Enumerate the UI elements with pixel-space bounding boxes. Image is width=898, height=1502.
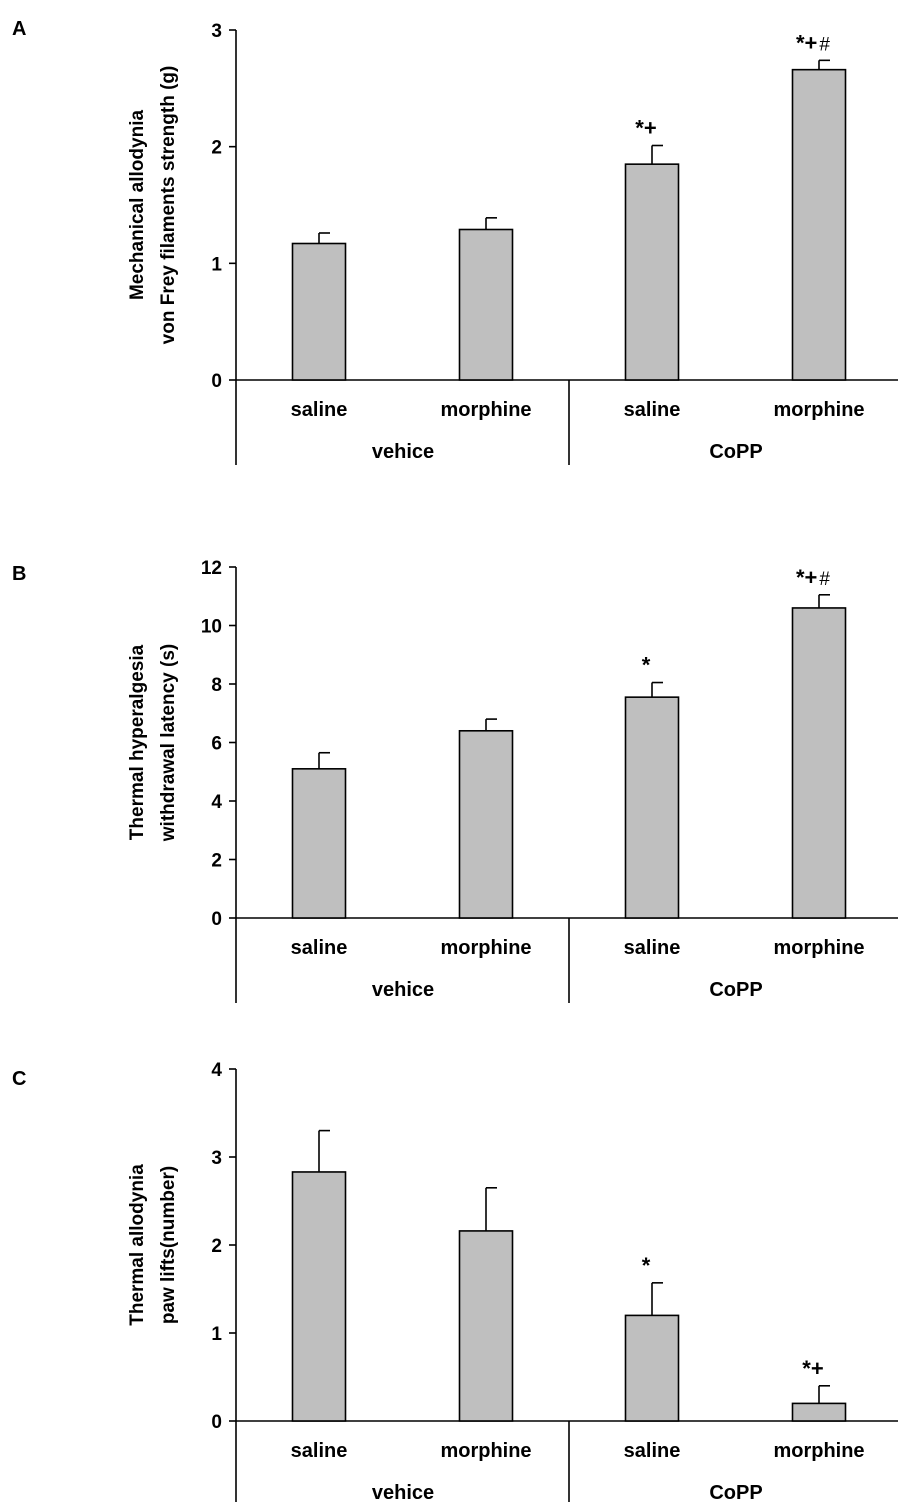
bar — [291, 1171, 347, 1422]
bar — [791, 1402, 847, 1422]
y-axis-label-line: Mechanical allodynia — [127, 110, 148, 300]
significance-stars: *+ — [796, 565, 817, 590]
x-category-label: saline — [624, 399, 681, 421]
panel-a: A 0 1 2 3 Mechanical allodynia von Frey filame… — [12, 18, 898, 465]
x-category-label: morphine — [773, 399, 864, 421]
y-axis-label-line: paw lifts(number) — [158, 1166, 179, 1324]
bar — [624, 696, 680, 919]
x-category-label: morphine — [773, 1440, 864, 1462]
significance-marker: *+ — [802, 1356, 823, 1381]
y-tick-label: 0 — [211, 909, 222, 930]
x-group-label: vehice — [372, 979, 434, 1001]
x-group-label: vehice — [372, 1482, 434, 1502]
bar — [624, 1314, 680, 1422]
x-category-label: saline — [291, 1440, 348, 1462]
y-axis-label-line: von Frey filaments strength (g) — [158, 66, 179, 345]
significance-hash: # — [819, 34, 830, 55]
y-tick-label: 3 — [211, 21, 222, 42]
y-axis-label: Mechanical allodynia von Frey filaments s… — [127, 66, 179, 345]
x-category-label: saline — [624, 937, 681, 959]
y-axis-label: Thermal allodynia paw lifts(number) — [127, 1164, 179, 1326]
y-tick-label: 0 — [211, 1412, 222, 1433]
x-category-label: saline — [291, 937, 348, 959]
y-tick-label: 1 — [211, 1324, 222, 1345]
panel-c: C 0 1 2 3 4 Thermal allodynia paw lifts(number)… — [12, 1060, 898, 1502]
y-tick-label: 2 — [211, 138, 222, 159]
significance-stars: *+ — [796, 30, 817, 55]
significance-hash: # — [819, 569, 830, 590]
bar — [458, 228, 514, 381]
bar — [291, 242, 347, 381]
y-tick-label: 4 — [211, 1060, 222, 1081]
significance-marker: * — [642, 653, 651, 678]
y-tick-label: 0 — [211, 371, 222, 392]
x-category-label: morphine — [440, 399, 531, 421]
y-tick-label: 12 — [201, 558, 222, 579]
bar — [791, 607, 847, 919]
y-tick-label: 3 — [211, 1148, 222, 1169]
y-axis-label-line: withdrawal latency (s) — [158, 644, 179, 842]
bar — [291, 768, 347, 919]
panel-b: B 0 2 4 6 8 10 12 Thermal hyperalgesia withdrawal… — [12, 558, 898, 1003]
y-tick-label: 10 — [201, 617, 222, 638]
x-group-label: CoPP — [709, 1482, 762, 1502]
x-category-label: morphine — [773, 937, 864, 959]
y-tick-label: 2 — [211, 1236, 222, 1257]
panel-label: C — [12, 1068, 26, 1090]
significance-marker: * — [642, 1253, 651, 1278]
y-tick-label: 2 — [211, 851, 222, 872]
significance-marker: *+ # — [796, 565, 830, 590]
y-axis-label-line: Thermal allodynia — [127, 1164, 148, 1326]
panel-label: B — [12, 563, 26, 585]
significance-stars: *+ — [802, 1356, 823, 1381]
x-group-label: CoPP — [709, 441, 762, 463]
x-category-label: saline — [624, 1440, 681, 1462]
bar — [458, 729, 514, 919]
y-tick-label: 6 — [211, 734, 222, 755]
significance-marker: *+ — [635, 116, 656, 141]
bar — [624, 163, 680, 381]
x-category-label: saline — [291, 399, 348, 421]
y-tick-label: 4 — [211, 792, 222, 813]
significance-stars: * — [642, 1253, 651, 1278]
y-axis-label-line: Thermal hyperalgesia — [127, 644, 148, 840]
y-axis-label: Thermal hyperalgesia withdrawal latency (… — [127, 644, 179, 842]
bar — [458, 1230, 514, 1422]
x-group-label: vehice — [372, 441, 434, 463]
significance-stars: *+ — [635, 116, 656, 141]
panel-label: A — [12, 18, 26, 40]
x-category-label: morphine — [440, 1440, 531, 1462]
significance-stars: * — [642, 653, 651, 678]
y-tick-label: 1 — [211, 254, 222, 275]
x-group-label: CoPP — [709, 979, 762, 1001]
x-category-label: morphine — [440, 937, 531, 959]
y-tick-label: 8 — [211, 675, 222, 696]
bar — [791, 68, 847, 381]
significance-marker: *+ # — [796, 30, 830, 55]
